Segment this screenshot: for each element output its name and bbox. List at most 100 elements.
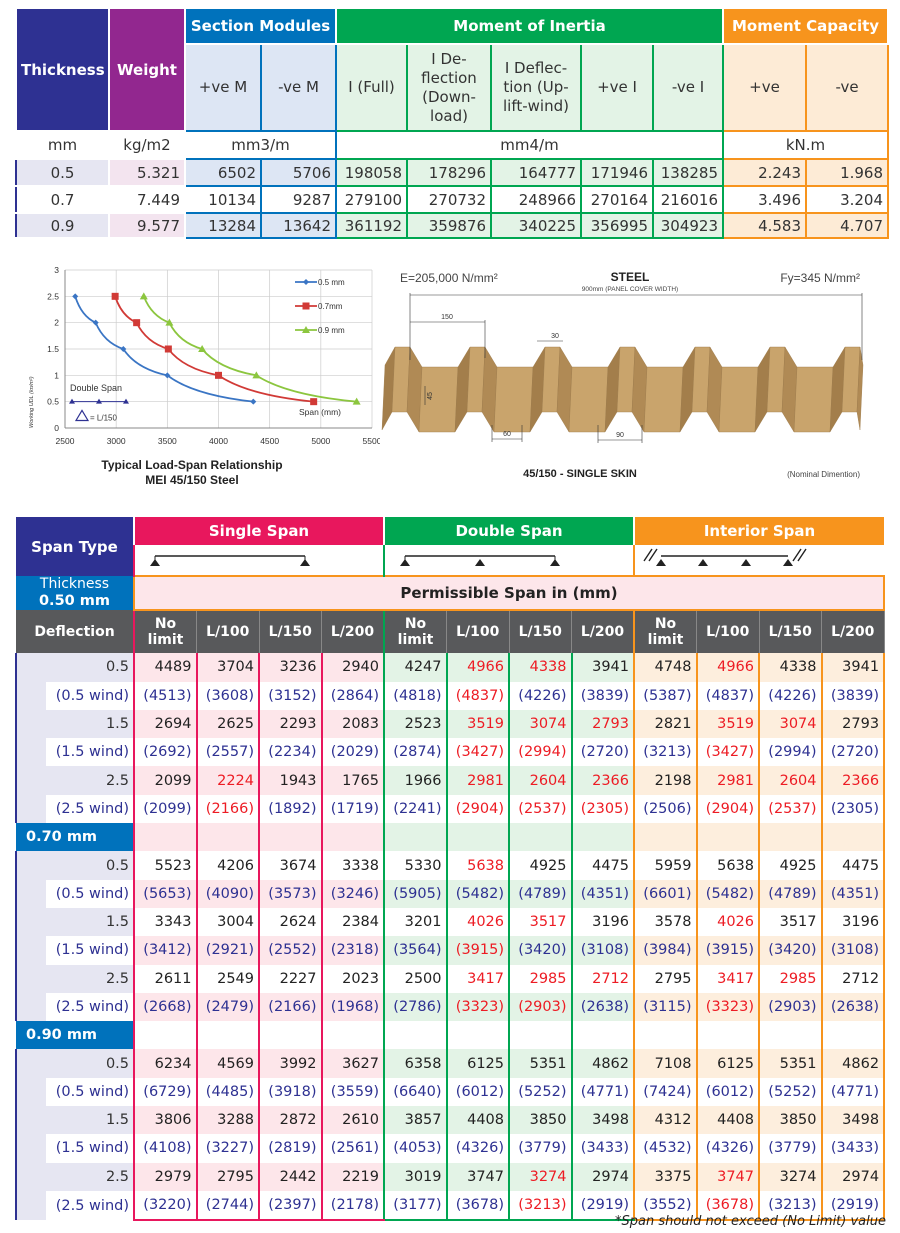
span-value: (1968) [320,992,384,1022]
span-value: (3984) [633,936,697,965]
span-value: (4226) [508,681,572,710]
span-value: (3227) [195,1134,259,1163]
thickness-header: Thickness [15,7,110,132]
data-point [250,398,257,405]
data-point [139,292,148,300]
empty-cell [633,823,697,852]
value-cell: 7.449 [108,185,186,214]
profile-face [793,366,834,433]
y-tick-label: 2.5 [47,291,59,301]
data-point [72,293,79,300]
value-cell: 5.321 [108,158,186,187]
value-cell: 138285 [651,158,725,187]
span-value: (2919) [570,1190,634,1222]
data-point [120,346,127,352]
x-tick-label: 5000 [311,436,330,446]
diagram-title: STEEL [611,270,650,284]
span-value: (2904) [695,794,759,824]
value-cell: 248966 [490,185,582,214]
value-cell: 171946 [580,158,654,187]
span-value: 5351 [508,1049,572,1078]
load-value: 2.5 [46,964,134,993]
span-value: (2479) [195,992,259,1022]
dim-valley-a: 60 [503,431,511,438]
load-value: (1.5 wind) [46,738,134,767]
span-value: (4326) [695,1134,759,1163]
span-value: 2793 [570,709,634,739]
span-value: (4837) [445,681,509,710]
span-value: 3941 [820,653,886,682]
load-value: 0.5 [46,1049,134,1078]
span-value: 3857 [383,1106,447,1135]
column-header: +ve M [184,43,262,132]
span-value: (4090) [195,879,259,908]
span-value: (3779) [508,1134,572,1163]
span-value: 2099 [133,766,197,795]
span-value: (3427) [445,738,509,767]
span-value: (4351) [820,879,886,908]
data-row: (0.5 wind) (6729) (4485) (3918) (3559) (6640)… [16,1077,886,1107]
span-type-label: Span Type [16,517,134,577]
span-value: 3941 [570,653,634,682]
span-value: (2819) [258,1134,322,1163]
span-value: 2549 [195,964,259,993]
data-row: (0.5 wind) (5653) (4090) (3573) (3246) (5905)… [16,879,886,908]
x-tick-label: 4000 [209,436,228,446]
fy-value: Fy=345 N/mm² [780,271,860,285]
profile-face [529,346,546,433]
span-value: 3338 [320,851,384,880]
span-value: 5638 [445,851,509,880]
span-value: 3236 [258,653,322,682]
load-axis-label: Load (Kn/m²) [15,653,46,824]
data-point [164,372,171,379]
unit-cell: mm4/m [334,130,725,160]
span-value: 4475 [820,851,886,880]
span-value: 3375 [633,1162,697,1191]
support-row [16,545,885,577]
span-value: 4408 [695,1106,759,1135]
span-value: (3678) [445,1190,509,1222]
legend-marker [303,279,309,285]
span-value: (2506) [633,794,697,824]
span-value: 2366 [570,766,634,795]
span-value: (3412) [133,936,197,965]
span-value: 3627 [320,1049,384,1078]
column-header: -ve I [651,43,725,132]
load-value: (2.5 wind) [46,1190,134,1221]
span-value: 3992 [258,1049,322,1078]
span-value: (3246) [320,879,384,908]
span-value: 2224 [195,766,259,795]
empty-cell [258,823,322,852]
span-value: (2720) [820,738,886,767]
span-value: (4326) [445,1134,509,1163]
span-value: 3019 [383,1162,447,1191]
empty-cell [133,1021,197,1050]
span-value: (4789) [508,879,572,908]
load-value: (0.5 wind) [46,1077,134,1107]
group-header-row: Span Type Single Span Double Span Interior … [16,517,885,577]
column-header: +ve [722,43,808,132]
span-value: (2234) [258,738,322,767]
span-value: 4925 [758,851,822,880]
span-value: (2903) [758,992,822,1022]
span-value: 2293 [258,709,322,739]
span-value: (2904) [445,794,509,824]
span-value: (4837) [695,681,759,710]
span-value: 2604 [758,766,822,795]
span-value: (3177) [383,1190,447,1222]
span-value: (3108) [820,936,886,965]
span-value: 4966 [445,653,509,682]
span-value: (1892) [258,794,322,824]
span-value: 2985 [758,964,822,993]
dim-pitch: 150 [441,314,453,321]
span-value: (3213) [758,1190,822,1222]
span-value: 3519 [445,709,509,739]
span-value: 2795 [195,1162,259,1191]
span-value: (2638) [820,992,886,1022]
data-point [198,345,207,352]
span-value: (3427) [695,738,759,767]
empty-cell [320,1021,384,1050]
data-row: 1.5 2694 2625 2293 2083 2523 3519 3074 2793 2821 3… [16,709,886,739]
span-value: (2029) [320,738,384,767]
span-value: 2979 [133,1162,197,1191]
